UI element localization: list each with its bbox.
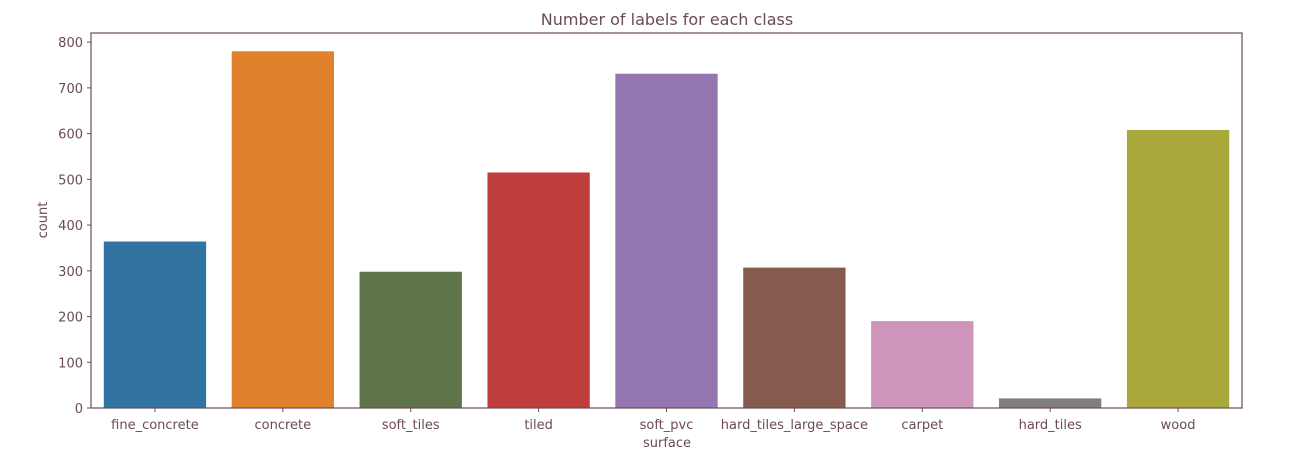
- bar-concrete: [231, 51, 334, 408]
- y-tick-label: 100: [58, 356, 83, 371]
- y-tick-label: 200: [58, 311, 83, 326]
- bar-soft_pvc: [615, 73, 718, 408]
- y-axis-label: count: [36, 202, 51, 239]
- x-tick-label: wood: [1161, 418, 1196, 433]
- chart-title: Number of labels for each class: [541, 10, 793, 29]
- bar-soft_tiles: [359, 271, 462, 408]
- y-tick-label: 600: [58, 128, 83, 143]
- x-axis: fine_concrete concrete soft_tiles tiled soft…: [111, 408, 1195, 433]
- x-tick-label: concrete: [255, 418, 312, 433]
- y-tick-label: 800: [58, 36, 83, 51]
- bar-fine_concrete: [103, 241, 207, 408]
- y-axis: 0 100 200 300 400 500 600 700 800: [58, 36, 91, 417]
- x-tick-label: carpet: [901, 418, 943, 433]
- bar-wood: [1126, 129, 1230, 408]
- x-tick-label: fine_concrete: [111, 418, 199, 433]
- bar-carpet: [871, 321, 974, 408]
- x-axis-label: surface: [643, 436, 691, 451]
- y-tick-label: 0: [75, 402, 83, 417]
- y-tick-label: 500: [58, 173, 83, 188]
- bar-hard_tiles_large_space: [743, 267, 846, 408]
- x-tick-label: soft_pvc: [640, 418, 694, 433]
- y-tick-label: 400: [58, 219, 83, 234]
- x-tick-label: hard_tiles: [1019, 418, 1082, 433]
- y-tick-label: 300: [58, 265, 83, 280]
- y-tick-label: 700: [58, 82, 83, 97]
- bars-group: [103, 51, 1230, 408]
- x-tick-label: tiled: [524, 418, 553, 433]
- x-tick-label: hard_tiles_large_space: [721, 418, 868, 433]
- bar-tiled: [487, 172, 590, 408]
- x-tick-label: soft_tiles: [382, 418, 440, 433]
- bar-hard_tiles: [999, 398, 1102, 408]
